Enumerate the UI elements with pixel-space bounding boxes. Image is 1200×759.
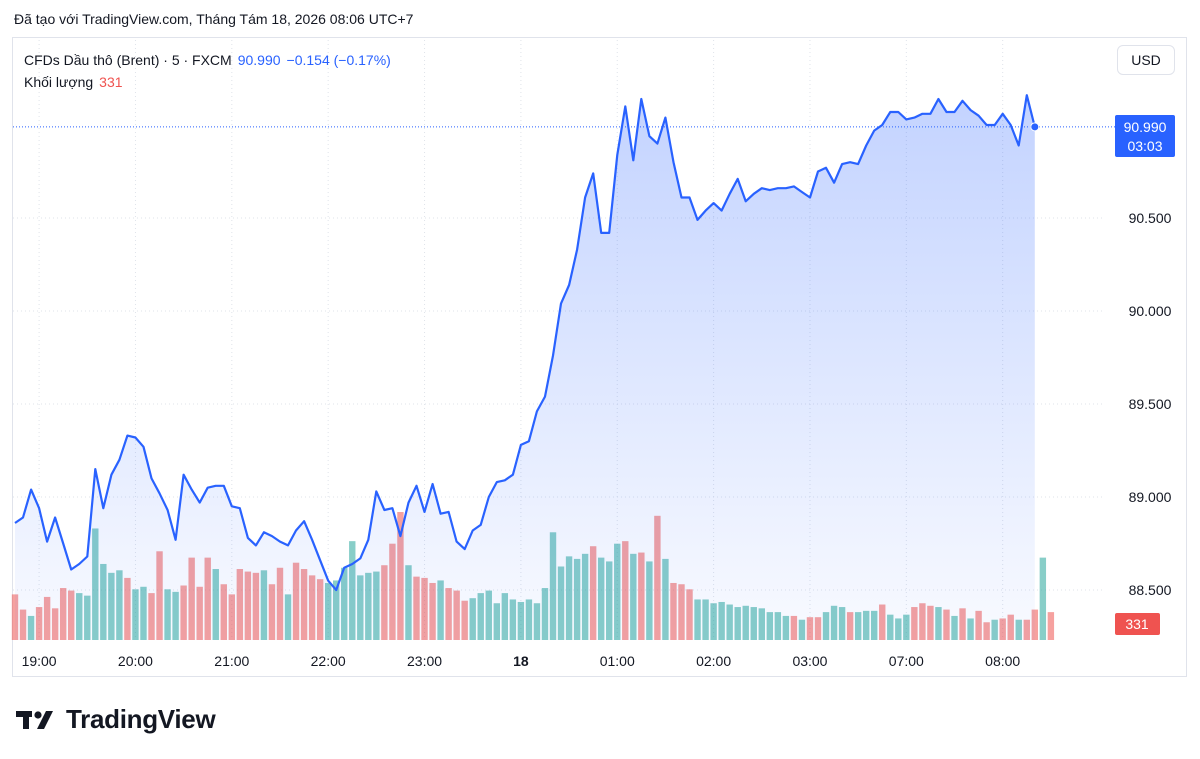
y-tick-label: 89.500 [1129, 396, 1172, 412]
y-tick-label: 89.000 [1129, 489, 1172, 505]
brand-name: TradingView [66, 704, 216, 734]
chart-frame [12, 37, 1187, 677]
x-tick-label: 22:00 [311, 653, 346, 669]
y-tick-label: 90.500 [1129, 210, 1172, 226]
x-tick-label: 08:00 [985, 653, 1020, 669]
legend-volume-value: 331 [99, 74, 123, 90]
x-tick-label: 01:00 [600, 653, 635, 669]
chart-legend: CFDs Dầu thô (Brent) · 5 · FXCM 90.990 −0.… [24, 49, 391, 93]
volume-tag: 331 [1115, 613, 1160, 635]
legend-symbol-row: CFDs Dầu thô (Brent) · 5 · FXCM 90.990 −0.… [24, 49, 391, 71]
chart-caption: Đã tạo với TradingView.com, Tháng Tám 18… [14, 11, 414, 27]
price-area-fill [15, 95, 1035, 640]
x-tick-label: 21:00 [214, 653, 249, 669]
y-axis: 90.500 90.000 89.500 89.000 88.500 [1129, 210, 1172, 598]
x-tick-label: 23:00 [407, 653, 442, 669]
legend-change: −0.154 (−0.17%) [286, 52, 391, 68]
x-axis: 19:00 20:00 21:00 22:00 23:00 18 01:00 02:00 03:… [22, 653, 1021, 669]
price-tag: 90.990 03:03 [1115, 115, 1175, 157]
tradingview-logo-icon [16, 710, 53, 729]
legend-symbol[interactable]: CFDs Dầu thô (Brent) · 5 · FXCM [24, 52, 232, 68]
x-tick-label: 18 [513, 653, 529, 669]
volume-bar [1039, 557, 1047, 640]
volume-tag-value: 331 [1125, 616, 1149, 632]
brand-footer[interactable]: TradingView [16, 704, 216, 735]
x-tick-label: 19:00 [22, 653, 57, 669]
volume-bar [1047, 612, 1055, 640]
legend-price: 90.990 [237, 52, 281, 68]
x-tick-label: 20:00 [118, 653, 153, 669]
y-tick-label: 88.500 [1129, 582, 1172, 598]
last-price-dot [1030, 122, 1040, 132]
price-tag-countdown: 03:03 [1127, 138, 1162, 154]
legend-volume-label[interactable]: Khối lượng [24, 74, 94, 90]
volume-bar [1031, 609, 1039, 640]
x-tick-label: 03:00 [792, 653, 827, 669]
price-line [14, 94, 1036, 592]
legend-volume-row: Khối lượng 331 [24, 71, 391, 93]
currency-button[interactable]: USD [1117, 45, 1175, 75]
y-tick-label: 90.000 [1129, 303, 1172, 319]
x-tick-label: 02:00 [696, 653, 731, 669]
x-tick-label: 07:00 [889, 653, 924, 669]
price-tag-price: 90.990 [1124, 119, 1167, 135]
